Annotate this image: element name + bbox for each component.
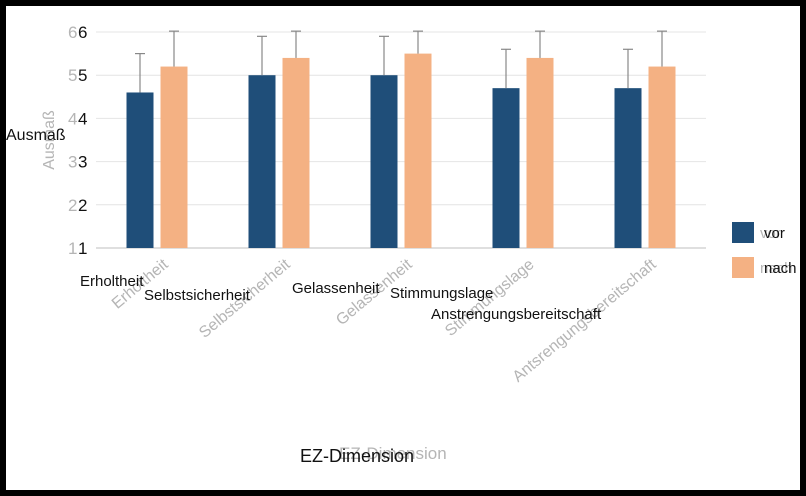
x-tick-label: Anstrengungsbereitschaft	[431, 306, 602, 323]
bar-vor	[126, 92, 154, 248]
y-tick-label-ghost: 1	[68, 239, 77, 258]
x-tick-label: Gelassenheit	[292, 280, 380, 297]
bar-nach	[526, 57, 554, 248]
bar-vor	[248, 75, 276, 248]
legend-swatch-nach	[732, 257, 754, 278]
bar-chart: 1 1 2 2 3 3 4 4 5 5 6 6 Erholtheit Selbstsicherheit Ge…	[6, 23, 797, 466]
bar-vor	[492, 88, 520, 248]
bar-vor	[614, 88, 642, 248]
x-axis-label-ghost: EZ-Dimension	[339, 444, 447, 463]
y-axis-label: Ausmaß	[6, 127, 66, 144]
bar-nach	[160, 66, 188, 248]
y-tick-label: 1	[78, 239, 87, 258]
y-tick-label-ghost: 3	[68, 153, 77, 172]
y-tick-label-ghost: 4	[68, 109, 77, 128]
y-tick-label-ghost: 5	[68, 66, 77, 85]
y-axis-label-ghost: Ausmaß	[41, 110, 58, 170]
x-tick-label: Selbstsicherheit	[144, 287, 251, 304]
bar-nach	[282, 57, 310, 248]
y-tick-label: 6	[78, 23, 87, 42]
y-tick-label: 2	[78, 196, 87, 215]
y-tick-label: 5	[78, 66, 87, 85]
bar-nach	[648, 66, 676, 248]
legend-swatch-vor	[732, 222, 754, 243]
y-tick-label: 3	[78, 153, 87, 172]
x-tick-label: Erholtheit	[80, 273, 144, 290]
legend-label-ghost: nach	[760, 260, 793, 277]
y-tick-label-ghost: 6	[68, 23, 77, 42]
y-tick-label-ghost: 2	[68, 196, 77, 215]
chart-frame: 1 1 2 2 3 3 4 4 5 5 6 6 Erholtheit Selbstsicherheit Ge…	[6, 6, 800, 490]
y-tick-label: 4	[78, 109, 87, 128]
bar-vor	[370, 75, 398, 248]
x-tick-label: Stimmungslage	[390, 285, 493, 302]
x-axis-label: EZ-Dimension	[300, 446, 414, 466]
legend-label-ghost: vor	[760, 225, 781, 242]
legend-label: nach	[764, 260, 797, 277]
bar-nach	[404, 53, 432, 248]
legend-label: vor	[764, 225, 785, 242]
